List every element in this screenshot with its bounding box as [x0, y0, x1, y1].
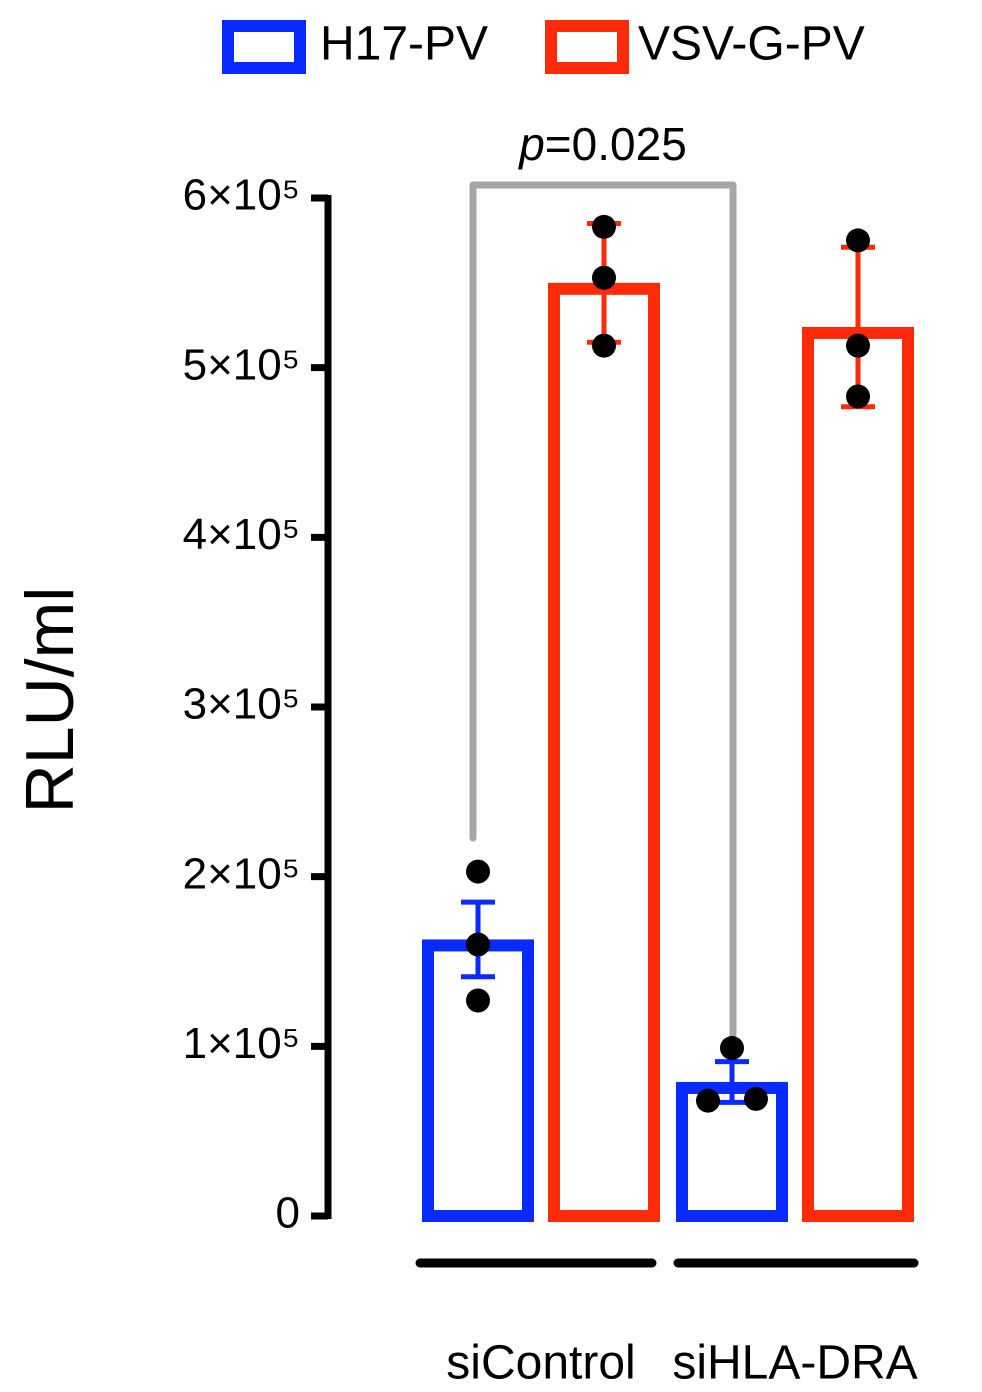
data-point — [592, 333, 616, 358]
significance-bracket — [469, 181, 737, 1039]
data-point — [744, 1086, 768, 1111]
y-tick-label: 2×10⁵ — [183, 849, 300, 898]
bar — [802, 326, 914, 1222]
bar — [676, 1081, 788, 1223]
bar — [422, 939, 534, 1223]
annotation-symbol: p — [517, 118, 545, 170]
data-point — [592, 265, 616, 290]
annotation: p=0.025 — [517, 118, 687, 170]
y-tick-label: 3×10⁵ — [183, 680, 300, 729]
annotation-text: =0.025 — [545, 118, 687, 170]
data-point — [846, 384, 870, 409]
data-point — [846, 228, 870, 253]
data-point — [466, 932, 490, 957]
data-point — [720, 1036, 744, 1061]
legend-label: H17-PV — [320, 18, 488, 71]
y-tick-label: 0 — [276, 1189, 300, 1238]
y-axis-label: RLU/ml — [12, 587, 88, 814]
legend-swatch — [545, 20, 629, 74]
legend-label: VSV-G-PV — [638, 18, 865, 71]
y-tick-label: 1×10⁵ — [183, 1019, 300, 1068]
y-tick-label: 4×10⁵ — [183, 510, 300, 559]
legend-swatch — [222, 20, 306, 74]
data-point — [696, 1088, 720, 1113]
y-tick-label: 5×10⁵ — [183, 340, 300, 389]
error-bar — [715, 1059, 749, 1105]
data-point — [592, 214, 616, 239]
x-tick-label: siControl — [446, 1337, 635, 1390]
data-point — [466, 988, 490, 1013]
data-point — [466, 859, 490, 884]
y-tick-label: 6×10⁵ — [183, 171, 300, 220]
bar — [548, 282, 660, 1223]
x-tick-label: siHLA-DRA — [672, 1337, 917, 1390]
data-point — [846, 333, 870, 358]
